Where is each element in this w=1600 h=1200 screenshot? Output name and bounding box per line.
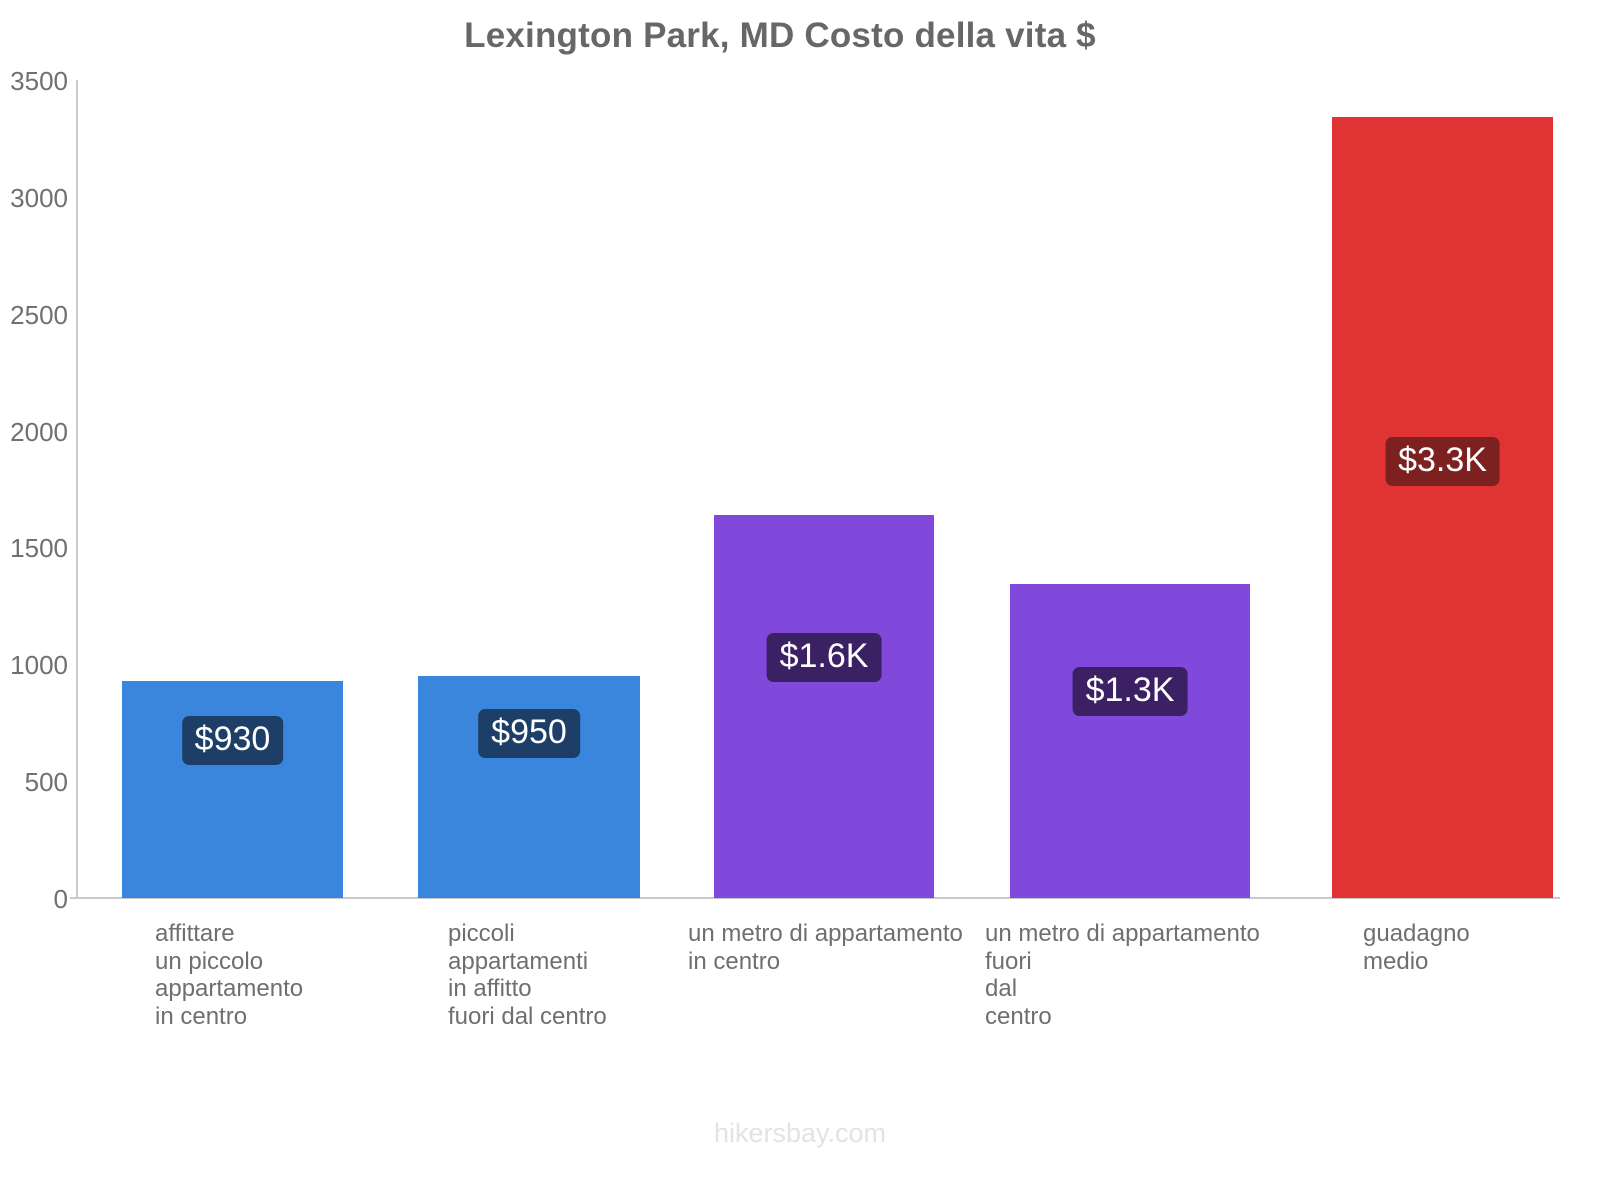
x-tick-label: piccoli appartamenti in affitto fuori da… [448, 920, 607, 1030]
bar[interactable] [122, 680, 343, 898]
bar[interactable] [1010, 583, 1250, 898]
watermark-label: hikersbay.com [713, 1118, 887, 1148]
y-tick-label: 500 [24, 767, 68, 798]
y-axis-line [76, 80, 78, 898]
x-tick-label: un metro di appartamento fuori dal centr… [985, 920, 1260, 1030]
bar-value-label: $1.6K [766, 632, 882, 682]
y-tick-label: 2500 [10, 299, 68, 330]
y-tick-label: 3000 [10, 182, 68, 213]
bar[interactable] [714, 514, 934, 898]
bar-value-label: $1.3K [1072, 666, 1188, 716]
chart-title: Lexington Park, MD Costo della vita $ [464, 16, 1096, 55]
x-tick-label: un metro di appartamento in centro [688, 920, 963, 975]
bar-value-label: $3.3K [1385, 437, 1500, 487]
x-tick-label: affittare un piccolo appartamento in cen… [155, 920, 304, 1030]
x-tick-label: guadagno medio [1363, 920, 1470, 975]
y-tick-label: 3500 [10, 66, 68, 96]
bars-layer: $930 $950 $1.6K $1.3K $3.3K [122, 117, 1553, 898]
y-axis-tick-labels: 0 500 1000 1500 2000 2500 3000 3500 [0, 0, 68, 1200]
x-axis-line [70, 897, 1560, 899]
y-tick-label: 1500 [10, 533, 68, 564]
y-tick-label: 2000 [10, 416, 68, 447]
bar[interactable] [1332, 117, 1553, 898]
y-tick-label: 1000 [10, 650, 68, 681]
bar-value-label: $950 [478, 708, 580, 758]
bar-value-label: $930 [181, 715, 284, 765]
y-tick-label: 0 [53, 884, 68, 914]
